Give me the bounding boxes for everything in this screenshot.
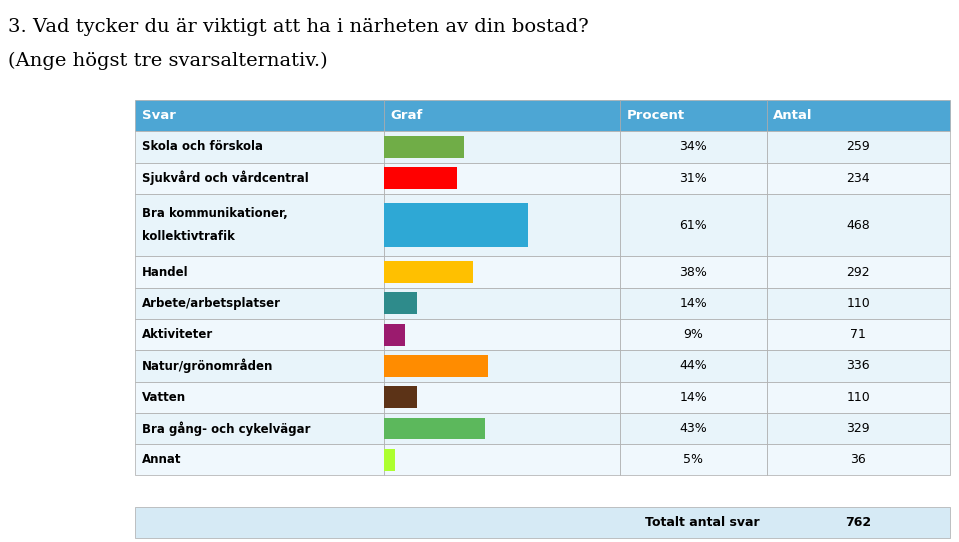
Text: 762: 762 [845,516,872,529]
Bar [620,350,766,382]
Bar [384,324,405,346]
Bar [766,319,950,350]
Text: kollektivtrafik: kollektivtrafik [142,230,235,243]
Text: Handel: Handel [142,266,188,279]
Bar [384,288,620,319]
Text: (Ange högst tre svarsalternativ.): (Ange högst tre svarsalternativ.) [8,52,328,70]
Bar [384,100,620,131]
Bar [384,386,416,408]
Bar [384,131,620,163]
Text: Bra kommunikationer,: Bra kommunikationer, [142,208,288,221]
Bar [384,417,485,440]
Text: 468: 468 [847,218,870,231]
Text: 43%: 43% [679,422,707,435]
Bar [384,413,620,444]
Bar [135,100,384,131]
Text: 110: 110 [847,297,870,310]
Text: 44%: 44% [679,359,707,372]
Bar [135,507,950,538]
Text: Vatten: Vatten [142,391,186,404]
Bar [135,288,384,319]
Text: 329: 329 [847,422,870,435]
Text: Annat: Annat [142,453,181,466]
Text: Natur/grönområden: Natur/grönområden [142,359,273,373]
Bar [620,288,766,319]
Bar [620,382,766,413]
Text: Graf: Graf [390,109,423,122]
Bar [766,194,950,256]
Bar [135,444,384,475]
Bar [135,256,384,288]
Text: Skola och förskola: Skola och förskola [142,140,263,153]
Text: Antal: Antal [773,109,813,122]
Bar [766,256,950,288]
Bar [766,163,950,194]
Bar [620,100,766,131]
Bar [766,100,950,131]
Text: 34%: 34% [679,140,707,153]
Bar [135,350,384,382]
Bar [135,319,384,350]
Bar [620,163,766,194]
Text: 71: 71 [851,328,866,341]
Bar [384,449,395,471]
Bar [384,319,620,350]
Bar [384,256,620,288]
Text: 14%: 14% [679,297,707,310]
Bar [620,444,766,475]
Text: Totalt antal svar: Totalt antal svar [645,516,760,529]
Text: 61%: 61% [679,218,707,231]
Bar [135,163,384,194]
Text: 14%: 14% [679,391,707,404]
Text: 336: 336 [847,359,870,372]
Text: 31%: 31% [679,172,707,185]
Bar [384,355,487,377]
Bar [620,256,766,288]
Text: 259: 259 [847,140,870,153]
Bar [766,382,950,413]
Bar [384,292,416,314]
Bar [620,413,766,444]
Bar [620,194,766,256]
Text: 110: 110 [847,391,870,404]
Bar [766,131,950,163]
Text: 38%: 38% [679,266,707,279]
Text: 5%: 5% [683,453,703,466]
Text: Aktiviteter: Aktiviteter [142,328,213,341]
Bar [766,444,950,475]
Bar [135,131,384,163]
Bar [384,382,620,413]
Text: 292: 292 [847,266,870,279]
Bar [384,163,620,194]
Bar [384,167,456,189]
Bar [620,131,766,163]
Text: 3. Vad tycker du är viktigt att ha i närheten av din bostad?: 3. Vad tycker du är viktigt att ha i när… [8,18,589,36]
Text: 9%: 9% [684,328,703,341]
Bar [384,136,464,158]
Bar [766,350,950,382]
Text: 234: 234 [847,172,870,185]
Bar [384,203,527,247]
Bar [766,413,950,444]
Text: Arbete/arbetsplatser: Arbete/arbetsplatser [142,297,281,310]
Text: Sjukvård och vårdcentral: Sjukvård och vårdcentral [142,171,309,185]
Bar [384,444,620,475]
Bar [620,319,766,350]
Bar [766,288,950,319]
Bar [384,194,620,256]
Bar [384,261,474,283]
Text: Procent: Procent [626,109,685,122]
Bar [384,350,620,382]
Text: Svar: Svar [142,109,175,122]
Text: 36: 36 [851,453,866,466]
Bar [135,194,384,256]
Bar [135,413,384,444]
Bar [135,382,384,413]
Text: Bra gång- och cykelvägar: Bra gång- och cykelvägar [142,421,310,436]
